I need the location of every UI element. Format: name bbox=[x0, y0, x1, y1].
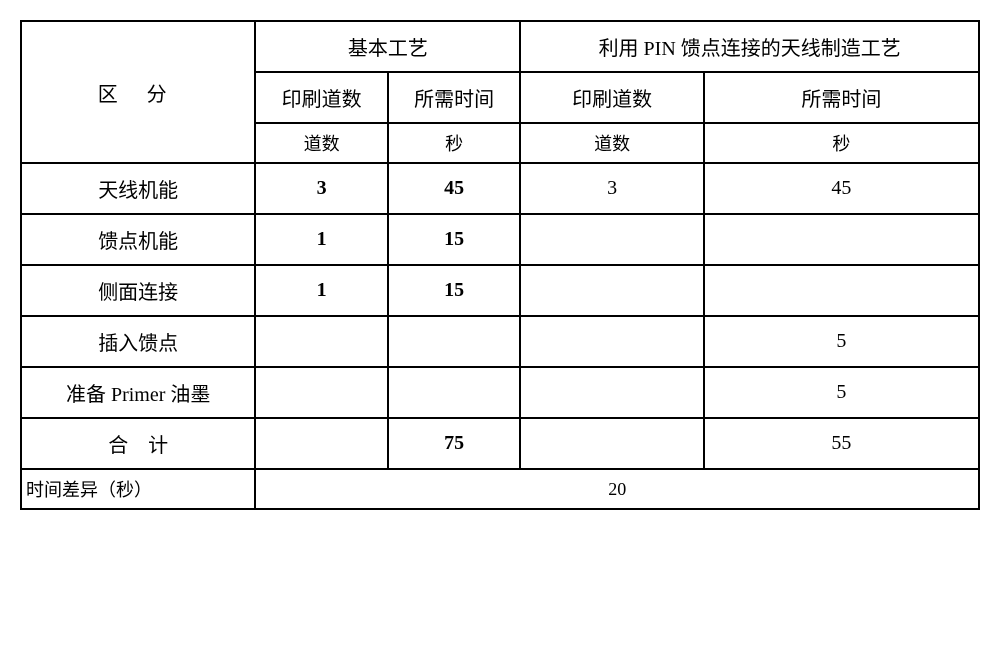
table-row: 侧面连接 1 15 bbox=[21, 265, 979, 316]
header-pin-time: 所需时间 bbox=[704, 72, 979, 123]
table-row: 准备 Primer 油墨 5 bbox=[21, 367, 979, 418]
footer-row: 时间差异（秒） 20 bbox=[21, 469, 979, 509]
cell-value: 15 bbox=[388, 214, 520, 265]
table-row: 天线机能 3 45 3 45 bbox=[21, 163, 979, 214]
row-label: 准备 Primer 油墨 bbox=[21, 367, 255, 418]
table-row-total: 合 计 75 55 bbox=[21, 418, 979, 469]
table-row: 插入馈点 5 bbox=[21, 316, 979, 367]
cell-value bbox=[520, 214, 703, 265]
header-category: 区 分 bbox=[21, 21, 255, 163]
table-row: 馈点机能 1 15 bbox=[21, 214, 979, 265]
cell-value: 45 bbox=[388, 163, 520, 214]
cell-value bbox=[520, 265, 703, 316]
header-basic-passes-unit: 道数 bbox=[255, 123, 387, 163]
row-label: 侧面连接 bbox=[21, 265, 255, 316]
cell-value: 5 bbox=[704, 367, 979, 418]
cell-value bbox=[520, 418, 703, 469]
header-pin-time-unit: 秒 bbox=[704, 123, 979, 163]
cell-value: 3 bbox=[255, 163, 387, 214]
cell-value bbox=[520, 367, 703, 418]
cell-value bbox=[704, 214, 979, 265]
row-label: 插入馈点 bbox=[21, 316, 255, 367]
row-label: 天线机能 bbox=[21, 163, 255, 214]
header-basic-time-unit: 秒 bbox=[388, 123, 520, 163]
cell-value bbox=[388, 316, 520, 367]
cell-value: 1 bbox=[255, 265, 387, 316]
cell-value: 45 bbox=[704, 163, 979, 214]
row-label: 合 计 bbox=[21, 418, 255, 469]
cell-value bbox=[704, 265, 979, 316]
cell-value: 5 bbox=[704, 316, 979, 367]
cell-value bbox=[255, 316, 387, 367]
cell-value bbox=[255, 367, 387, 418]
header-basic-time: 所需时间 bbox=[388, 72, 520, 123]
cell-value: 1 bbox=[255, 214, 387, 265]
footer-value: 20 bbox=[255, 469, 979, 509]
cell-value bbox=[388, 367, 520, 418]
cell-value: 75 bbox=[388, 418, 520, 469]
cell-value bbox=[255, 418, 387, 469]
comparison-table: 区 分 基本工艺 利用 PIN 馈点连接的天线制造工艺 印刷道数 所需时间 印刷… bbox=[20, 20, 980, 510]
header-pin-passes: 印刷道数 bbox=[520, 72, 703, 123]
footer-label: 时间差异（秒） bbox=[21, 469, 255, 509]
cell-value: 55 bbox=[704, 418, 979, 469]
header-pin: 利用 PIN 馈点连接的天线制造工艺 bbox=[520, 21, 979, 72]
cell-value: 3 bbox=[520, 163, 703, 214]
header-row-1: 区 分 基本工艺 利用 PIN 馈点连接的天线制造工艺 bbox=[21, 21, 979, 72]
header-basic: 基本工艺 bbox=[255, 21, 520, 72]
header-pin-passes-unit: 道数 bbox=[520, 123, 703, 163]
cell-value bbox=[520, 316, 703, 367]
row-label: 馈点机能 bbox=[21, 214, 255, 265]
cell-value: 15 bbox=[388, 265, 520, 316]
header-basic-passes: 印刷道数 bbox=[255, 72, 387, 123]
